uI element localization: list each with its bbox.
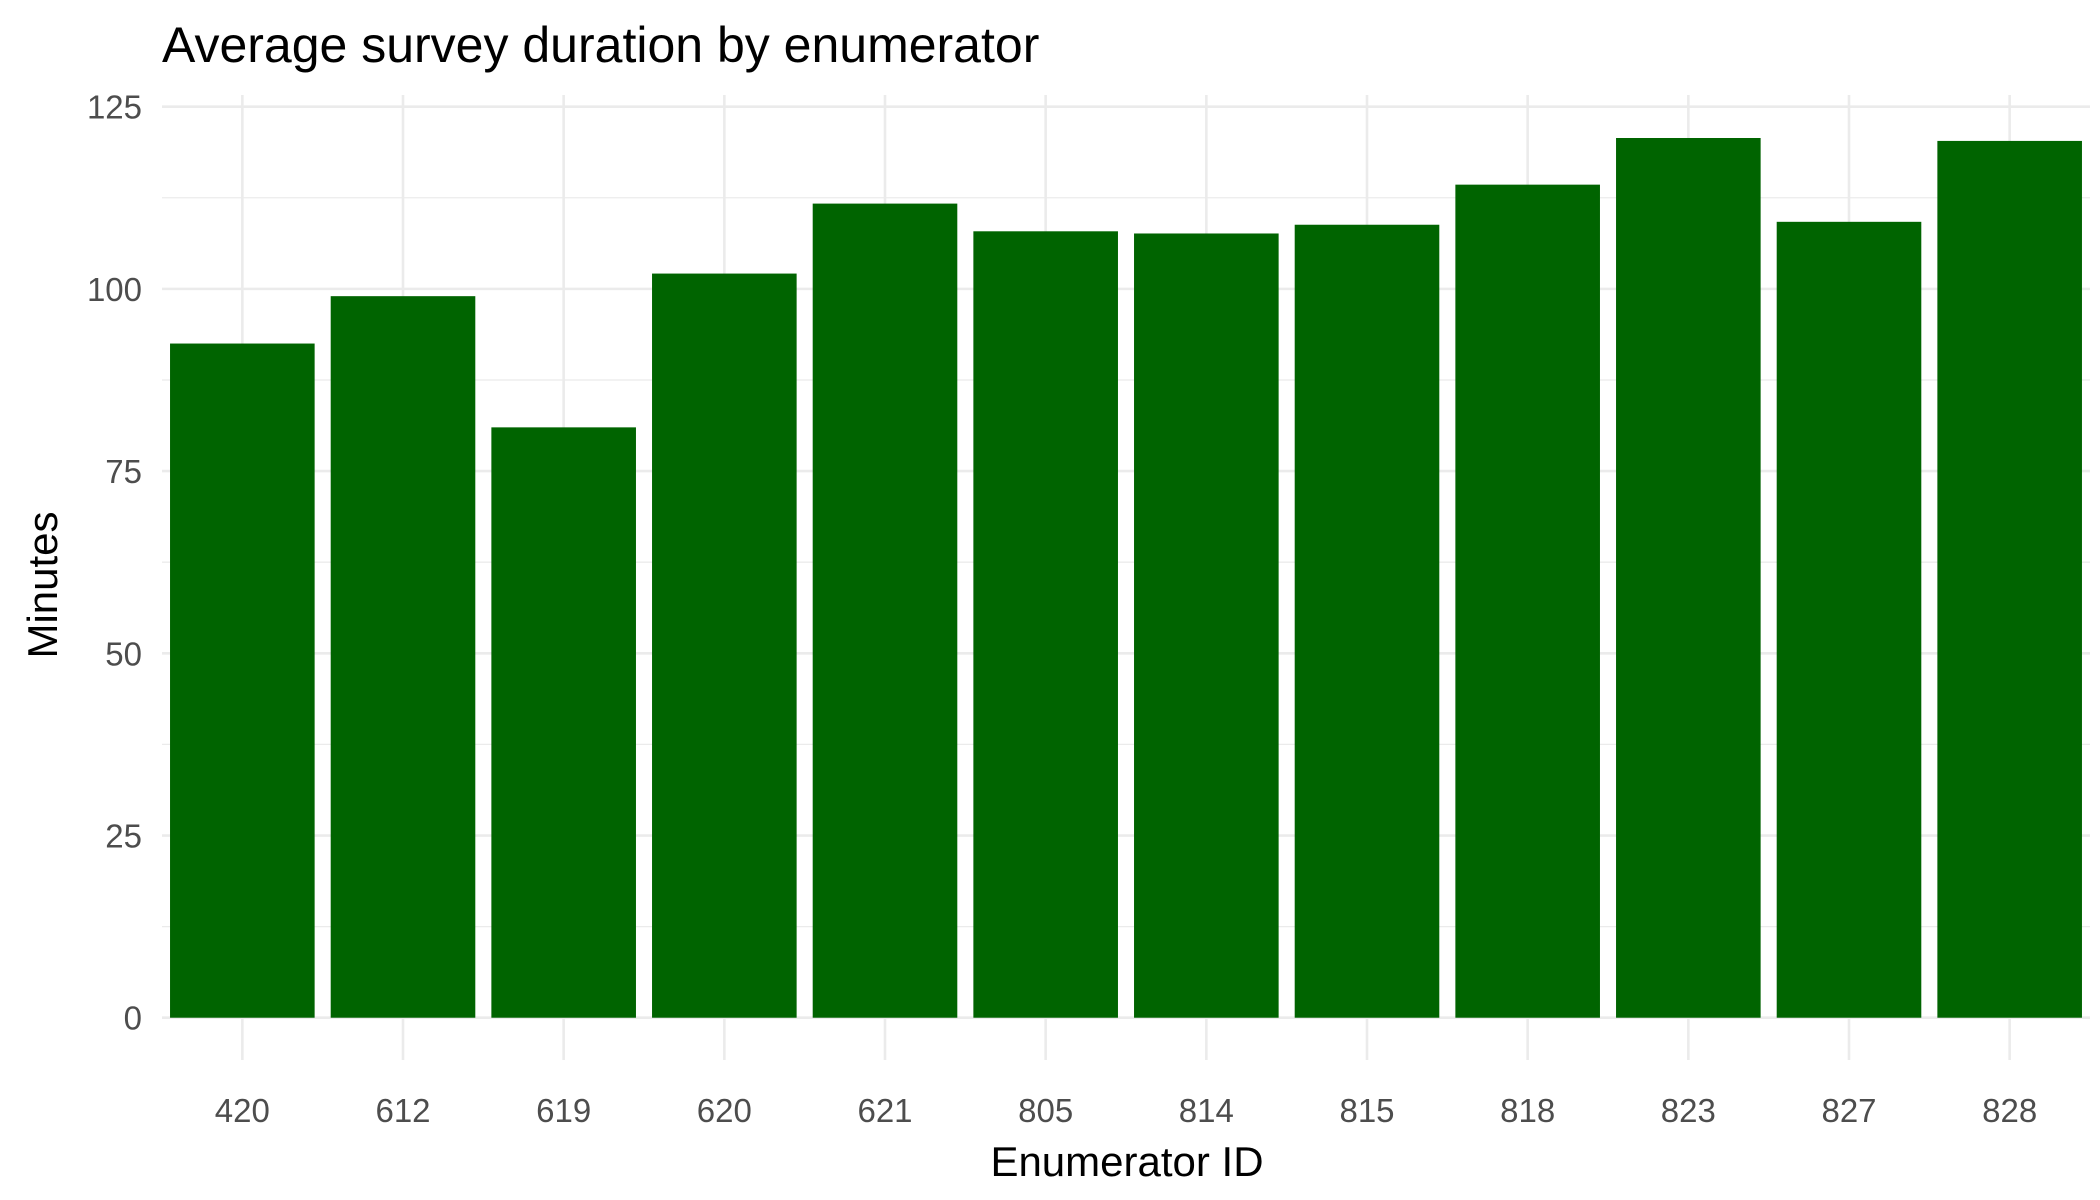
x-tick-label: 814 [1179, 1092, 1234, 1129]
y-tick-label: 50 [105, 635, 142, 672]
y-tick-label: 75 [105, 453, 142, 490]
x-axis-ticks: 420 612 619 620 621 805 814 815 818 823 827 828 [215, 1092, 2037, 1129]
x-tick-label: 619 [536, 1092, 591, 1129]
bar-621 [812, 203, 958, 1018]
x-axis-title: Enumerator ID [990, 1138, 1263, 1185]
bars [170, 138, 2082, 1018]
bar-814 [1134, 233, 1279, 1018]
y-axis-ticks: 0 25 50 75 100 125 [87, 89, 142, 1037]
bar-823 [1616, 138, 1761, 1018]
bar-805 [973, 231, 1118, 1018]
y-tick-label: 25 [105, 818, 142, 855]
bar-420 [170, 343, 315, 1018]
x-tick-label: 805 [1018, 1092, 1073, 1129]
x-tick-label: 612 [375, 1092, 430, 1129]
x-tick-label: 823 [1661, 1092, 1716, 1129]
chart-title: Average survey duration by enumerator [162, 17, 1039, 73]
x-tick-label: 815 [1339, 1092, 1394, 1129]
bar-815 [1294, 224, 1440, 1018]
y-axis-title: Minutes [19, 511, 66, 658]
y-tick-label: 100 [87, 271, 142, 308]
y-tick-label: 125 [87, 89, 142, 126]
x-tick-label: 620 [697, 1092, 752, 1129]
bar-827 [1776, 221, 1922, 1018]
bar-818 [1455, 184, 1600, 1018]
bar-612 [330, 296, 476, 1018]
bar-619 [491, 427, 636, 1018]
y-tick-label: 0 [124, 1000, 142, 1037]
bar-828 [1937, 140, 2082, 1018]
x-tick-label: 828 [1982, 1092, 2037, 1129]
x-tick-label: 827 [1821, 1092, 1876, 1129]
bar-620 [652, 273, 797, 1018]
x-tick-label: 621 [857, 1092, 912, 1129]
x-tick-label: 818 [1500, 1092, 1555, 1129]
x-tick-label: 420 [215, 1092, 270, 1129]
